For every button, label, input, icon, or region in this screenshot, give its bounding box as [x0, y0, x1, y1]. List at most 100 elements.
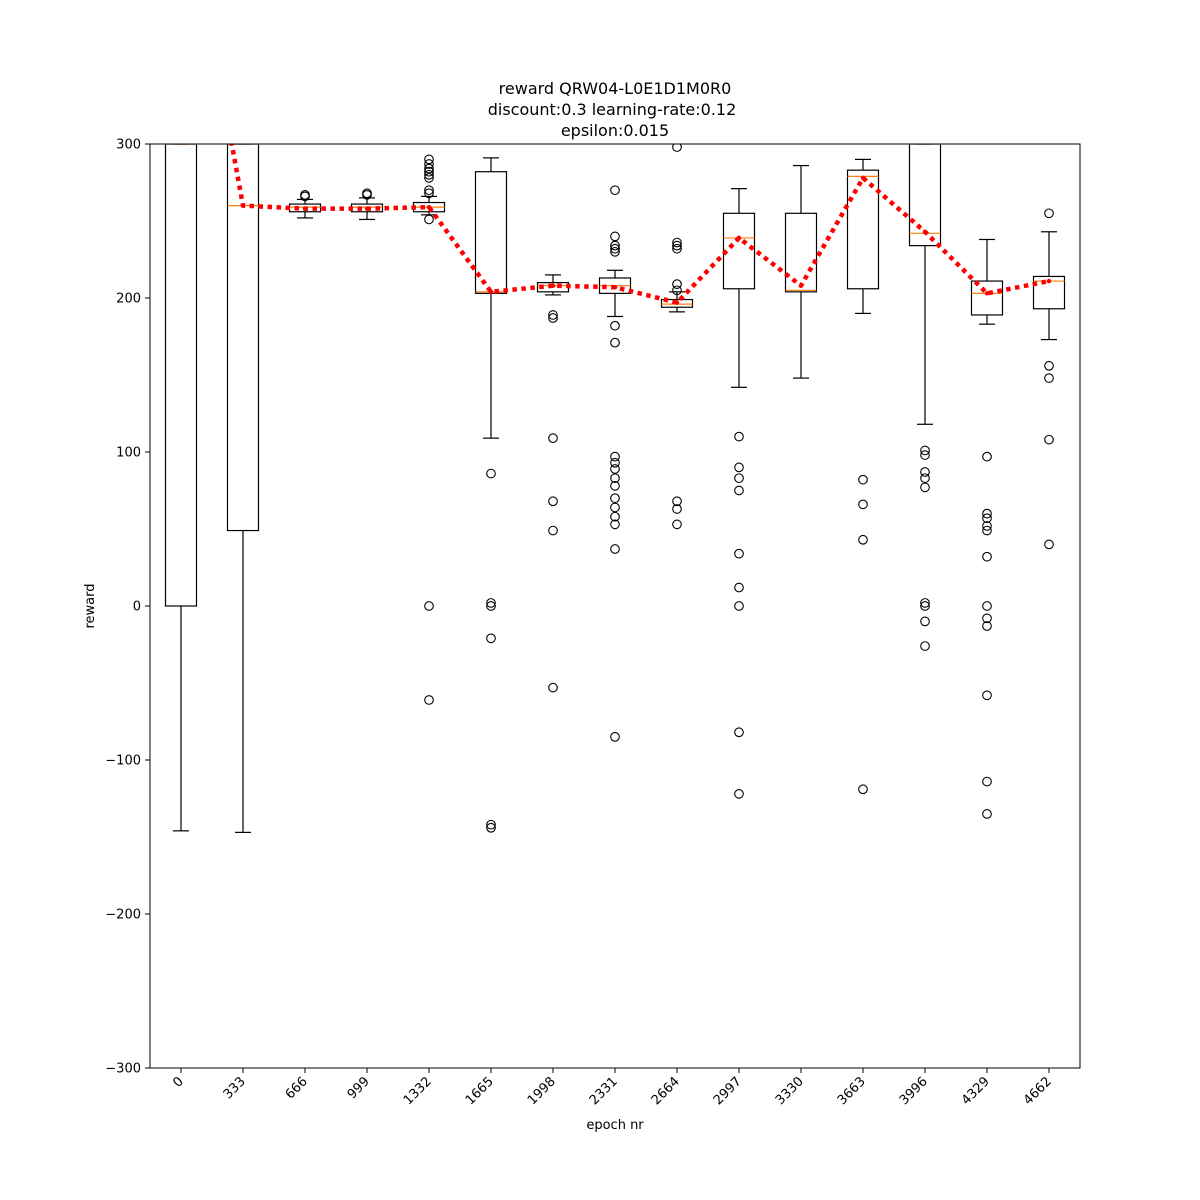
outlier-point	[982, 690, 992, 701]
outlier-point	[672, 519, 682, 530]
outlier-point	[610, 464, 620, 474]
box-iqr	[784, 212, 818, 293]
outlier-point	[362, 188, 372, 199]
outlier-point	[920, 467, 930, 477]
outlier-point	[982, 513, 992, 524]
outlier-point	[424, 695, 434, 705]
outlier-point	[672, 144, 682, 152]
outlier-point	[920, 482, 930, 493]
box-iqr	[226, 144, 260, 532]
y-tick-label: 200	[116, 292, 141, 307]
outlier-point	[672, 243, 682, 254]
mean-point	[736, 235, 742, 241]
outlier-point	[424, 159, 434, 169]
outlier-point	[548, 433, 558, 443]
outlier-point	[610, 451, 620, 462]
outlier-point	[672, 496, 682, 507]
mean-point	[674, 300, 680, 305]
outlier-point	[424, 601, 434, 611]
outlier-point	[1044, 208, 1054, 219]
outlier-point	[548, 496, 558, 507]
outlier-point	[1044, 360, 1054, 371]
outlier-point	[610, 544, 620, 554]
outlier-point	[610, 473, 620, 484]
outlier-point	[672, 285, 682, 296]
box-group-1332	[412, 154, 446, 705]
y-axis: −300 −200 −100 0 100 200 300	[105, 138, 150, 1077]
outlier-point	[982, 613, 992, 624]
mean-point	[426, 204, 432, 210]
outlier-point	[548, 313, 558, 323]
outlier-point	[548, 310, 558, 320]
outlier-point	[610, 246, 620, 257]
outlier-point	[672, 279, 682, 289]
outlier-point	[548, 682, 558, 693]
outlier-point	[734, 462, 744, 473]
outlier-point	[982, 601, 992, 611]
outlier-point	[672, 504, 682, 514]
outlier-point	[610, 481, 620, 491]
outlier-point	[424, 214, 434, 225]
box-iqr	[164, 144, 198, 607]
outlier-point	[920, 616, 930, 627]
outlier-point	[1044, 373, 1054, 383]
mean-point	[302, 206, 308, 211]
outlier-point	[610, 511, 620, 522]
outlier-point	[734, 473, 744, 484]
mean-point	[240, 203, 246, 208]
outlier-point	[610, 457, 620, 468]
outlier-point	[424, 154, 434, 165]
outlier-point	[982, 809, 992, 819]
box-iqr	[660, 298, 694, 308]
outlier-point	[858, 474, 868, 485]
y-axis-label: reward	[83, 583, 98, 628]
outlier-point	[672, 240, 682, 251]
outlier-point	[610, 320, 620, 331]
y-tick-label: −100	[105, 754, 141, 769]
mean-point	[488, 289, 494, 295]
outlier-point	[1044, 539, 1054, 550]
outlier-point	[734, 727, 744, 738]
box-group-2997	[722, 188, 756, 799]
outlier-point	[610, 185, 620, 196]
outlier-point	[424, 166, 434, 177]
outlier-point	[920, 601, 930, 611]
box-group-4329	[970, 238, 1004, 819]
outlier-point	[920, 450, 930, 460]
box-iqr	[846, 169, 880, 290]
chart-title-line-1: reward QRW04-L0E1D1M0R0	[499, 79, 732, 98]
outlier-point	[424, 185, 434, 196]
outlier-point	[734, 485, 744, 496]
outlier-point	[424, 173, 434, 183]
outlier-point	[858, 784, 868, 795]
chart-title-line-3: epsilon:0.015	[561, 121, 669, 140]
mean-point	[612, 285, 618, 290]
outlier-point	[982, 521, 992, 531]
mean-point	[364, 206, 370, 211]
outlier-point	[610, 231, 620, 242]
y-tick-label: −300	[105, 1062, 141, 1077]
outlier-point	[548, 525, 558, 536]
outlier-point	[610, 337, 620, 348]
y-tick-label: −200	[105, 908, 141, 923]
outlier-point	[486, 468, 496, 479]
outlier-point	[920, 641, 930, 651]
box-group-3996	[908, 144, 942, 651]
chart-title-line-2: discount:0.3 learning-rate:0.12	[488, 100, 737, 119]
outlier-point	[486, 822, 496, 833]
outlier-point	[610, 502, 620, 513]
outlier-point	[982, 621, 992, 631]
box-iqr	[1032, 275, 1066, 310]
box-group-0	[164, 144, 198, 832]
outlier-point	[610, 519, 620, 530]
outlier-point	[486, 598, 496, 608]
outlier-point	[734, 601, 744, 611]
box-iqr	[908, 144, 942, 247]
outlier-point	[920, 598, 930, 608]
mean-point	[798, 283, 804, 288]
plot-content	[164, 144, 1066, 833]
outlier-point	[424, 169, 434, 180]
box-group-2331	[598, 185, 632, 742]
